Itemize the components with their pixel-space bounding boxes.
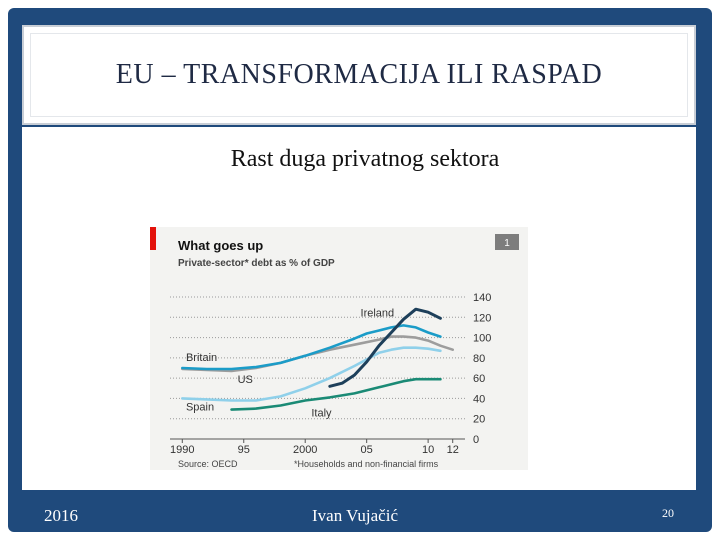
chart-badge-text: 1 [504,238,510,249]
content-area: Rast duga privatnog sektora What goes up… [22,127,696,490]
chart-svg: What goes up Private-sector* debt as % o… [150,227,519,469]
series-line-italy [230,377,442,411]
series-line-us [181,324,442,371]
series-labels: Ireland US Britain Spain Italy [186,307,394,419]
x-tick-label: 12 [447,444,459,456]
series-label-us: US [238,374,253,386]
x-tick-label: 95 [238,444,250,456]
x-tick-label: 10 [422,444,434,456]
y-tick-label: 60 [473,373,485,385]
footer-year: 2016 [44,506,78,525]
footer-author: Ivan Vujačić [312,506,398,525]
chart-number-badge [495,234,519,250]
series-line-britain [181,335,454,373]
y-axis-ticks: 0 20 40 60 80 100 120 140 [473,292,491,446]
x-tick-label: 05 [361,444,373,456]
chart-source: Source: OECD [178,459,238,469]
series-label-britain: Britain [186,352,217,364]
series-line-ireland [328,307,442,388]
series-line-spain [181,346,442,402]
y-tick-label: 120 [473,312,491,324]
y-tick-label: 140 [473,292,491,304]
footer: 2016 Ivan Vujačić 20 [0,496,720,536]
series-label-ireland: Ireland [361,307,395,319]
title-box: EU – TRANSFORMACIJA ILI RASPAD [22,25,696,125]
chart-subtitle: Private-sector* debt as % of GDP [178,258,335,269]
y-tick-label: 80 [473,353,485,365]
series-label-spain: Spain [186,402,214,414]
x-tick-label: 2000 [293,444,317,456]
title-inner: EU – TRANSFORMACIJA ILI RASPAD [30,33,688,117]
y-tick-label: 0 [473,434,479,446]
y-tick-label: 40 [473,393,485,405]
x-tick-label: 1990 [170,444,194,456]
slide-subtitle: Rast duga privatnog sektora [230,146,500,172]
series-label-italy: Italy [311,408,332,420]
y-tick-label: 20 [473,414,485,426]
chart-title: What goes up [178,238,263,253]
slide-number: 20 [662,506,674,520]
y-tick-label: 100 [473,333,491,345]
chart-series [181,307,454,411]
chart-image: What goes up Private-sector* debt as % o… [150,227,528,470]
slide-title: EU – TRANSFORMACIJA ILI RASPAD [115,59,603,90]
chart-red-flag [150,227,156,250]
x-axis-ticks: 1990 95 2000 05 10 12 [170,438,465,456]
chart-footnote: *Households and non-financial firms [294,459,439,469]
